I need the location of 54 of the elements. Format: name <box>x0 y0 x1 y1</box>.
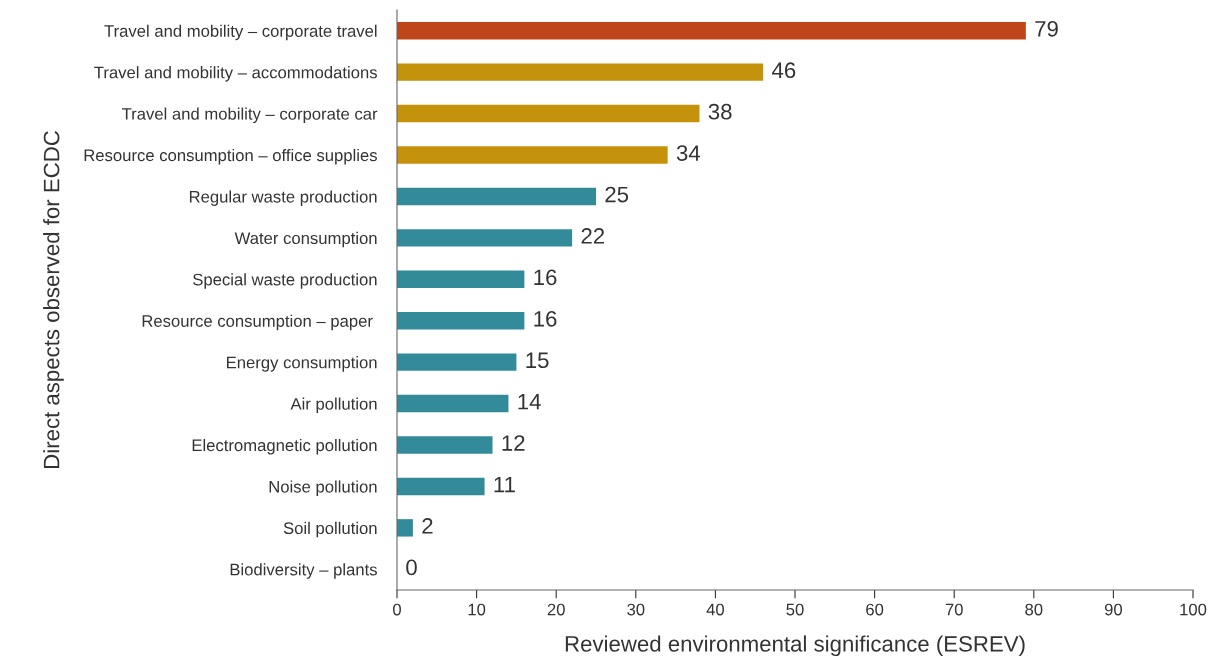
x-tick-label: 50 <box>786 603 804 616</box>
data-label: 34 <box>676 145 701 161</box>
y-tick-label: Electromagnetic pollution <box>192 438 377 455</box>
bar <box>397 22 1026 40</box>
x-tick-label: 100 <box>1180 603 1207 616</box>
data-label: 0 <box>406 559 417 576</box>
bar <box>397 394 509 413</box>
data-label: 16 <box>534 310 557 327</box>
y-tick-label: Air pollution <box>290 397 377 414</box>
data-label: 38 <box>708 103 732 120</box>
x-tick-label: 90 <box>1104 603 1123 616</box>
bar <box>397 312 525 330</box>
bar <box>397 436 493 454</box>
data-label: 16 <box>534 269 557 286</box>
data-label: 14 <box>518 394 541 410</box>
bar <box>397 519 413 537</box>
x-tick-label: 30 <box>627 603 645 616</box>
bar <box>397 229 573 247</box>
y-tick-label: Travel and mobility – corporate travel <box>104 24 377 41</box>
y-tick-label: Noise pollution <box>269 480 377 496</box>
x-axis-title: Reviewed environmental significance (ESREV) <box>565 635 1025 657</box>
y-tick-label: Soil pollution <box>283 521 377 538</box>
bar <box>397 104 700 123</box>
y-tick-label: Travel and mobility – corporate car <box>121 107 378 124</box>
y-tick-label: Resource consumption – paper <box>142 314 373 331</box>
data-label: 12 <box>502 435 525 451</box>
bar <box>397 146 668 164</box>
y-tick-label: Water consumption <box>234 231 377 248</box>
data-label: 25 <box>605 186 629 203</box>
y-tick-label: Resource consumption – office supplies <box>84 148 377 165</box>
x-tick-label: 20 <box>547 603 565 616</box>
y-axis-title: Direct aspects observed for ECDC <box>43 131 64 468</box>
x-tick-label: 70 <box>945 603 963 616</box>
data-label: 15 <box>526 352 549 369</box>
data-label: 79 <box>1035 20 1058 37</box>
bar <box>397 63 764 81</box>
x-tick-label: 10 <box>468 603 486 616</box>
y-tick-label: Special waste production <box>193 273 377 289</box>
data-label: 22 <box>581 228 605 244</box>
data-label: 46 <box>772 62 796 79</box>
data-label: 11 <box>494 476 515 493</box>
bar <box>397 353 517 371</box>
bar <box>397 187 596 206</box>
bar <box>397 270 525 288</box>
bar <box>397 477 485 496</box>
data-label: 2 <box>422 518 433 534</box>
y-tick-label: Travel and mobility – accommodations <box>94 66 377 82</box>
x-tick-label: 80 <box>1025 603 1043 616</box>
x-tick-label: 0 <box>393 603 401 616</box>
x-tick-label: 60 <box>866 603 884 616</box>
y-tick-label: Energy consumption <box>227 356 377 372</box>
y-tick-label: Biodiversity – plants <box>230 563 377 579</box>
x-tick-label: 40 <box>706 603 725 616</box>
y-tick-label: Regular waste production <box>189 190 377 206</box>
